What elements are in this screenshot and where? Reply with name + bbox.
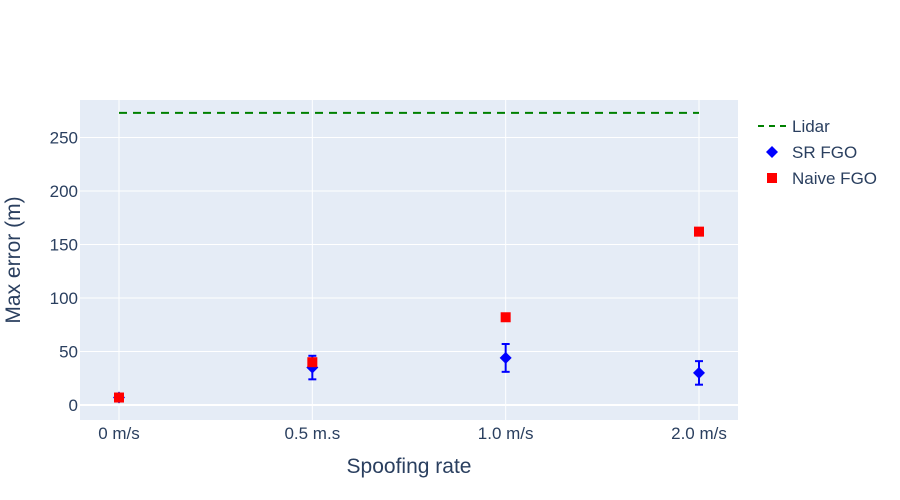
naive-fgo-point bbox=[307, 357, 318, 368]
sr-fgo-point bbox=[499, 351, 512, 364]
grid bbox=[80, 100, 738, 420]
series bbox=[113, 111, 705, 404]
y-axis-title: Max error (m) bbox=[2, 196, 25, 323]
x-tick-label: 0.5 m.s bbox=[284, 424, 340, 443]
naive-fgo-point bbox=[114, 392, 124, 403]
legend-label: SR FGO bbox=[792, 143, 857, 162]
y-axis-ticks: 0 50 100 150 200 250 bbox=[50, 128, 78, 415]
legend-label: Naive FGO bbox=[792, 169, 877, 188]
x-tick-label: 0 m/s bbox=[98, 424, 140, 443]
legend-item-naive-fgo: Naive FGO bbox=[767, 169, 877, 188]
x-axis-ticks: 0 m/s 0.5 m.s 1.0 m/s 2.0 m/s bbox=[98, 424, 727, 443]
y-tick-label: 250 bbox=[50, 128, 78, 147]
sr-fgo-point bbox=[693, 366, 705, 379]
y-tick-label: 150 bbox=[50, 235, 78, 254]
x-tick-label: 2.0 m/s bbox=[671, 424, 727, 443]
naive-fgo-point bbox=[500, 312, 511, 323]
y-tick-label: 0 bbox=[69, 396, 78, 415]
legend-label: Lidar bbox=[792, 117, 830, 136]
y-tick-label: 100 bbox=[50, 289, 78, 308]
naive-fgo-point bbox=[694, 226, 704, 237]
legend-swatch bbox=[766, 146, 778, 158]
legend-item-sr-fgo: SR FGO bbox=[766, 143, 857, 162]
legend-swatch bbox=[767, 173, 777, 183]
y-tick-label: 50 bbox=[59, 343, 78, 362]
legend: Lidar SR FGO Naive FGO bbox=[758, 117, 877, 188]
y-tick-label: 200 bbox=[50, 182, 78, 201]
legend-item-lidar: Lidar bbox=[758, 117, 830, 136]
x-tick-label: 1.0 m/s bbox=[478, 424, 534, 443]
x-axis-title: Spoofing rate bbox=[347, 455, 472, 478]
plot-area bbox=[80, 100, 738, 420]
